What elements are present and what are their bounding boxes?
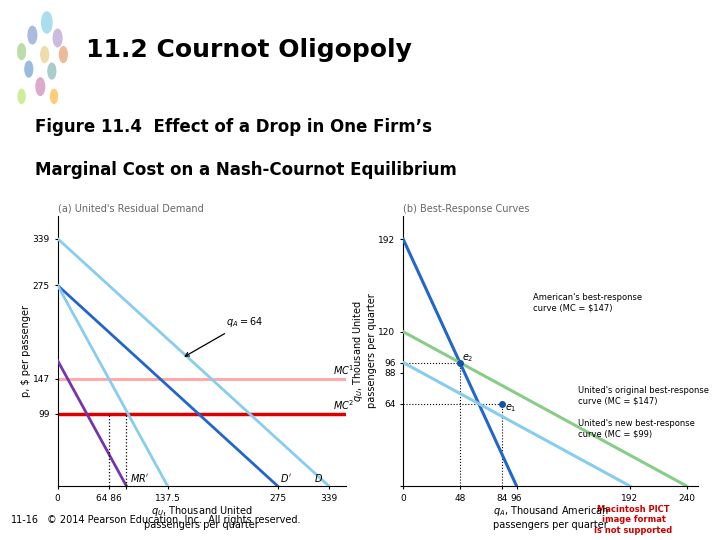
Ellipse shape	[50, 89, 58, 103]
Text: (a) United's Residual Demand: (a) United's Residual Demand	[58, 204, 203, 214]
Text: Figure 11.4  Effect of a Drop in One Firm’s: Figure 11.4 Effect of a Drop in One Firm…	[35, 118, 433, 136]
Text: 11-16: 11-16	[11, 515, 39, 525]
X-axis label: $q_U$, Thousand United
passengers per quarter: $q_U$, Thousand United passengers per qu…	[144, 504, 259, 530]
Text: $MC^1$: $MC^1$	[333, 363, 354, 377]
Text: $MR'$: $MR'$	[130, 471, 149, 484]
Ellipse shape	[42, 12, 52, 33]
Text: Macintosh PICT
image format
is not supported: Macintosh PICT image format is not suppo…	[595, 505, 672, 535]
Text: $D$: $D$	[314, 471, 323, 484]
Ellipse shape	[53, 29, 62, 47]
Y-axis label: $q_U$, Thousand United
passengers per quarter: $q_U$, Thousand United passengers per qu…	[351, 294, 377, 408]
Ellipse shape	[41, 46, 48, 63]
Text: American's best-response
curve (MC = $147): American's best-response curve (MC = $14…	[533, 293, 642, 313]
Text: Marginal Cost on a Nash-Cournot Equilibrium: Marginal Cost on a Nash-Cournot Equilibr…	[35, 161, 457, 179]
Text: United's new best-response
curve (MC = $99): United's new best-response curve (MC = $…	[578, 419, 695, 438]
Text: (b) Best-Response Curves: (b) Best-Response Curves	[403, 204, 530, 214]
Text: $MC^2$: $MC^2$	[333, 399, 354, 413]
Text: $q_A = 64$: $q_A = 64$	[185, 315, 263, 356]
Ellipse shape	[48, 63, 55, 79]
Ellipse shape	[25, 61, 32, 77]
Ellipse shape	[18, 44, 25, 59]
X-axis label: $q_A$, Thousand American
passengers per quarter: $q_A$, Thousand American passengers per …	[493, 504, 608, 530]
Y-axis label: p, $ per passenger: p, $ per passenger	[22, 305, 32, 397]
Text: United's original best-response
curve (MC = $147): United's original best-response curve (M…	[578, 386, 709, 405]
Ellipse shape	[60, 46, 67, 63]
Text: 11.2 Cournot Oligopoly: 11.2 Cournot Oligopoly	[86, 38, 412, 62]
Text: © 2014 Pearson Education, Inc.  All rights reserved.: © 2014 Pearson Education, Inc. All right…	[47, 515, 300, 525]
Ellipse shape	[28, 26, 37, 44]
Text: $e_1$: $e_1$	[505, 402, 516, 414]
Ellipse shape	[18, 89, 25, 103]
Ellipse shape	[36, 78, 45, 96]
Text: $e_2$: $e_2$	[462, 352, 474, 364]
Text: $D'$: $D'$	[280, 471, 292, 484]
